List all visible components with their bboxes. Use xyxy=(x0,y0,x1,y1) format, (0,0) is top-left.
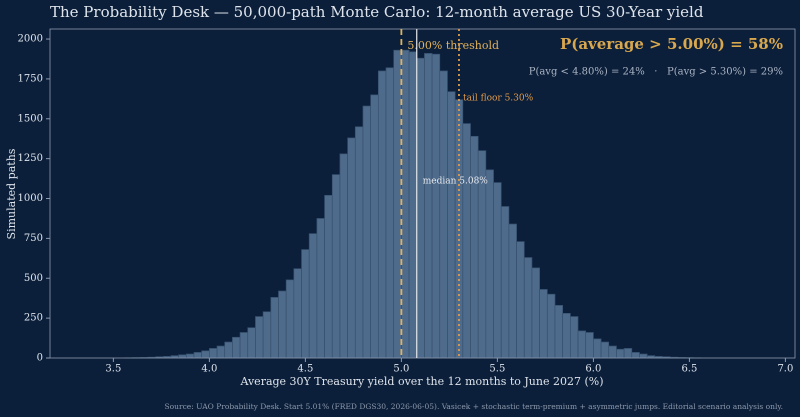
bar xyxy=(270,297,279,359)
headline: P(average > 5.00%) = 58% xyxy=(560,35,783,53)
y-tick-label: 250 xyxy=(24,313,43,324)
plot-frame xyxy=(49,28,796,359)
bar xyxy=(562,312,571,359)
bar xyxy=(354,126,364,359)
bar xyxy=(401,49,410,359)
bar xyxy=(377,70,387,359)
bar xyxy=(324,194,333,359)
bar xyxy=(623,348,633,359)
x-tick-label: 5.5 xyxy=(489,364,505,375)
bar xyxy=(224,341,233,359)
bar xyxy=(232,336,241,359)
bar xyxy=(339,153,348,359)
bar xyxy=(239,332,249,359)
bar xyxy=(431,53,441,359)
bar xyxy=(577,330,587,359)
bar xyxy=(285,279,295,359)
bar xyxy=(301,249,310,359)
bar xyxy=(631,352,640,359)
bar xyxy=(554,305,564,359)
bar xyxy=(408,51,418,359)
bar xyxy=(385,67,395,359)
bar xyxy=(470,135,479,359)
bar xyxy=(393,49,402,359)
y-tick-label: 750 xyxy=(24,233,43,244)
bar xyxy=(178,354,187,359)
y-tick-label: 2000 xyxy=(18,34,43,45)
bar xyxy=(424,53,433,359)
y-tick-label: 1500 xyxy=(18,113,43,124)
bar xyxy=(278,290,287,359)
source-note: Source: UAO Probability Desk. Start 5.01… xyxy=(165,402,783,411)
bar xyxy=(362,105,372,359)
bar xyxy=(247,327,256,359)
bar xyxy=(185,353,195,359)
bar xyxy=(447,91,456,359)
bar xyxy=(216,345,226,359)
chart-title: The Probability Desk — 50,000-path Monte… xyxy=(50,3,704,21)
reference-label: 5.00% threshold xyxy=(407,39,499,52)
bar xyxy=(439,70,448,359)
reference-label: median 5.08% xyxy=(423,177,489,187)
y-tick-label: 0 xyxy=(37,353,43,364)
bar xyxy=(262,311,272,359)
bar xyxy=(608,345,617,359)
bar xyxy=(209,348,218,359)
bar xyxy=(316,218,325,359)
bar xyxy=(639,353,648,359)
bar xyxy=(462,123,471,359)
bar xyxy=(569,316,579,359)
bar xyxy=(546,293,556,359)
bar xyxy=(308,233,318,359)
bar xyxy=(616,348,625,359)
bar xyxy=(193,352,203,359)
bar xyxy=(201,350,210,359)
x-tick-label: 4.5 xyxy=(297,364,313,375)
x-tick-label: 7.0 xyxy=(777,364,793,375)
bar xyxy=(531,267,540,359)
bar xyxy=(493,182,502,359)
x-axis-label: Average 30Y Treasury yield over the 12 m… xyxy=(239,375,603,388)
y-tick-label: 1750 xyxy=(18,73,43,84)
x-tick-label: 5.0 xyxy=(393,364,409,375)
bar xyxy=(347,137,356,359)
y-tick-label: 500 xyxy=(24,273,43,284)
bar xyxy=(600,341,610,359)
bar xyxy=(331,174,341,359)
bar xyxy=(593,338,602,359)
bar xyxy=(255,316,264,359)
bar xyxy=(539,289,548,359)
subline: P(avg < 4.80%) = 24% · P(avg > 5.30%) = … xyxy=(529,67,783,78)
bar xyxy=(508,223,517,359)
y-axis-label: Simulated paths xyxy=(5,148,18,239)
x-tick-label: 4.0 xyxy=(201,364,217,375)
x-tick-label: 3.5 xyxy=(105,364,121,375)
bar xyxy=(416,57,425,359)
reference-label: tail floor 5.30% xyxy=(463,94,534,104)
y-tick-label: 1000 xyxy=(18,193,43,204)
bar xyxy=(585,332,594,359)
bar xyxy=(370,94,379,359)
bar xyxy=(500,206,510,359)
bar xyxy=(516,241,525,359)
y-tick-label: 1250 xyxy=(18,153,43,164)
bar xyxy=(293,268,302,359)
bar xyxy=(523,257,533,359)
x-tick-label: 6.0 xyxy=(585,364,601,375)
x-tick-label: 6.5 xyxy=(681,364,697,375)
bar xyxy=(485,169,494,359)
